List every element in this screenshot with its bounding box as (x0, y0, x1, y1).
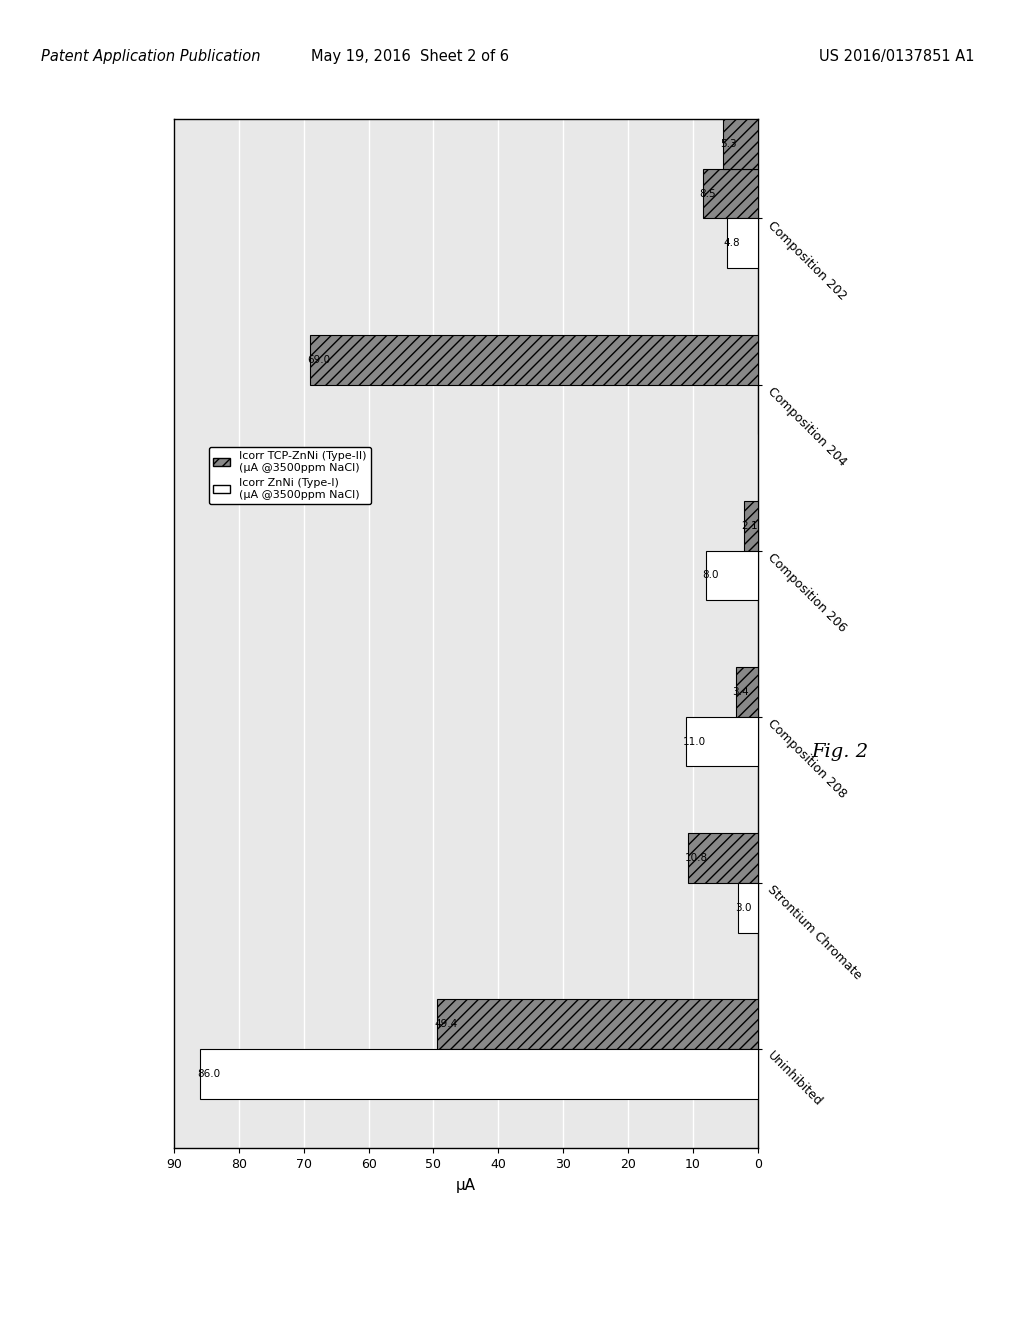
Bar (738, 883, 758, 932)
Bar (735, 667, 758, 717)
Bar (437, 999, 758, 1049)
X-axis label: μA: μA (456, 1177, 476, 1193)
Bar (200, 1049, 758, 1098)
Text: 3.4: 3.4 (732, 686, 750, 697)
Text: 69.0: 69.0 (307, 355, 330, 364)
Text: US 2016/0137851 A1: US 2016/0137851 A1 (819, 49, 975, 63)
Text: May 19, 2016  Sheet 2 of 6: May 19, 2016 Sheet 2 of 6 (310, 49, 509, 63)
Text: 4.8: 4.8 (723, 239, 740, 248)
Text: 5.3: 5.3 (720, 139, 737, 149)
Text: 8.0: 8.0 (702, 570, 719, 581)
Text: Fig. 2: Fig. 2 (811, 743, 868, 762)
Text: Strontium Chromate: Strontium Chromate (765, 883, 864, 982)
Bar (727, 218, 758, 268)
Text: 86.0: 86.0 (197, 1069, 220, 1078)
Text: 10.8: 10.8 (684, 853, 708, 863)
Text: 8.5: 8.5 (699, 189, 716, 198)
Text: Composition 204: Composition 204 (765, 384, 849, 469)
Text: Composition 202: Composition 202 (765, 218, 849, 302)
Text: 49.4: 49.4 (434, 1019, 458, 1028)
Text: Uninhibited: Uninhibited (765, 1049, 824, 1109)
Bar (706, 550, 758, 601)
Text: 2.1: 2.1 (741, 520, 758, 531)
Bar (702, 169, 758, 218)
Bar (744, 500, 758, 550)
Text: Composition 206: Composition 206 (765, 550, 849, 635)
Text: Patent Application Publication: Patent Application Publication (41, 49, 260, 63)
Bar (688, 833, 758, 883)
Bar (686, 717, 758, 767)
Bar (723, 119, 758, 169)
Legend: Icorr TCP-ZnNi (Type-II)
(μA @3500ppm NaCl), Icorr ZnNi (Type-I)
(μA @3500ppm Na: Icorr TCP-ZnNi (Type-II) (μA @3500ppm Na… (209, 447, 371, 504)
Text: Composition 208: Composition 208 (765, 717, 849, 801)
Bar (310, 335, 758, 384)
Text: 11.0: 11.0 (683, 737, 707, 747)
Text: 3.0: 3.0 (735, 903, 752, 912)
